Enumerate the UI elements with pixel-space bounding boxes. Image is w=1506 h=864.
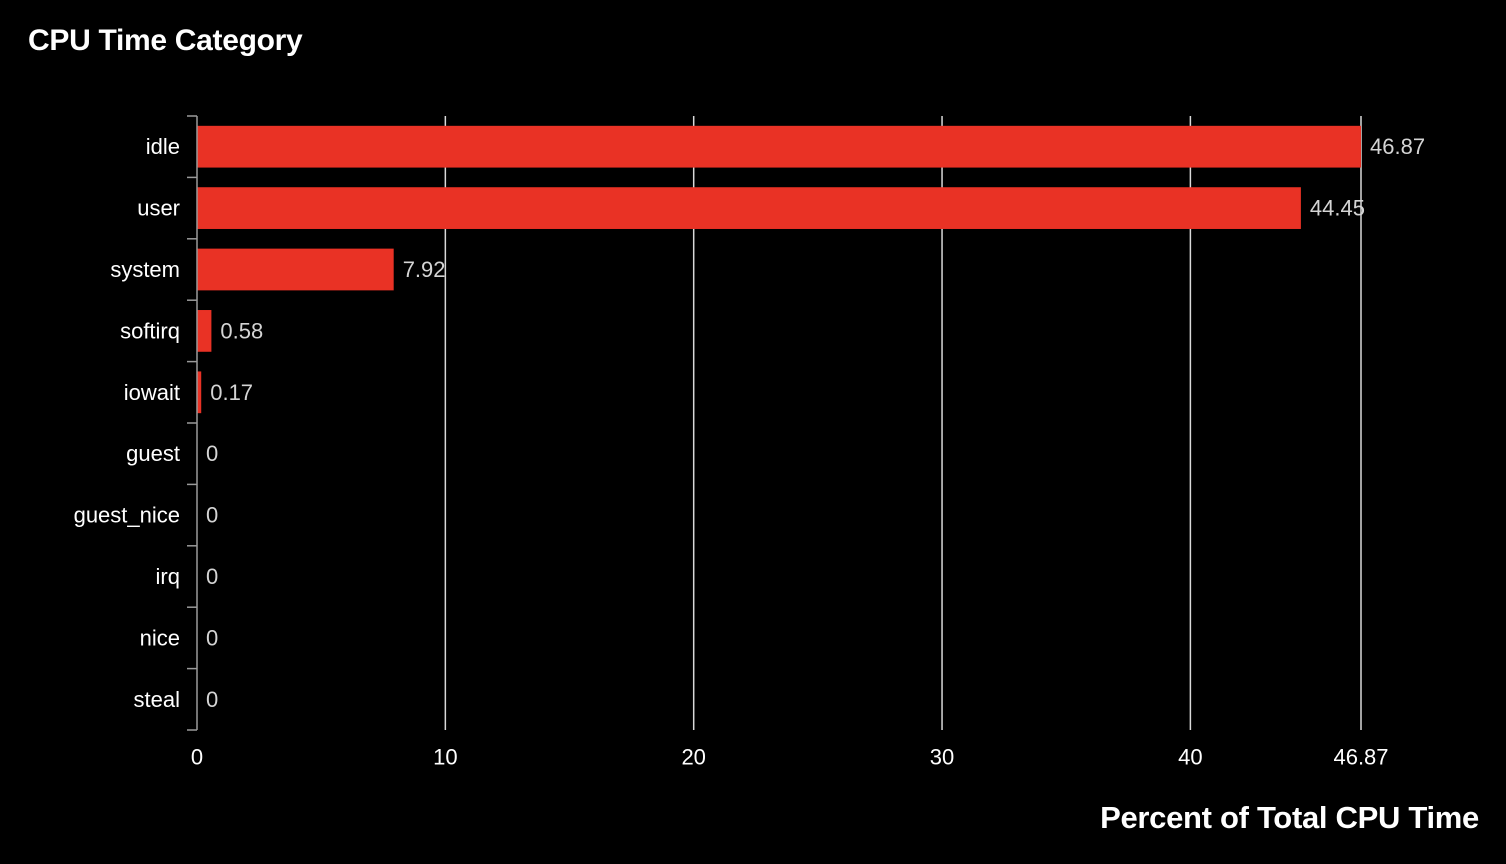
category-label: softirq: [120, 318, 180, 343]
y-tick-labels: idle user system softirq iowait guest guest_ni…: [74, 134, 180, 712]
y-axis: [187, 115, 198, 731]
category-label: steal: [134, 687, 180, 712]
category-label: irq: [156, 564, 180, 589]
bar-system: [197, 248, 394, 291]
bar-user: [197, 187, 1301, 229]
x-tick-labels: 0 10 20 30 40 46.87: [191, 745, 1389, 770]
category-label: user: [137, 196, 180, 221]
value-label: 0.58: [220, 318, 263, 343]
value-label: 0: [206, 441, 218, 466]
bar-softirq: [197, 310, 212, 352]
category-label: guest_nice: [74, 503, 180, 528]
x-tick-label: 20: [681, 745, 705, 770]
value-label: 0: [206, 564, 218, 589]
x-tick-label: 46.87: [1333, 745, 1388, 770]
value-label: 0: [206, 625, 218, 650]
value-labels: 46.87 44.45 7.92 0.58 0.17 0 0 0 0 0: [206, 134, 1425, 712]
x-tick-label: 30: [930, 745, 954, 770]
value-label: 46.87: [1370, 134, 1425, 159]
category-label: system: [110, 257, 180, 282]
x-tick-label: 0: [191, 745, 203, 770]
bars: [197, 125, 1361, 414]
value-label: 0: [206, 503, 218, 528]
category-label: idle: [146, 134, 180, 159]
category-label: nice: [140, 625, 180, 650]
x-tick-label: 10: [433, 745, 457, 770]
chart-title: CPU Time Category: [28, 24, 303, 57]
bar-idle: [197, 125, 1361, 168]
value-label: 0: [206, 687, 218, 712]
x-axis-title: Percent of Total CPU Time: [1100, 800, 1479, 835]
bar-iowait: [197, 371, 202, 414]
category-label: iowait: [124, 380, 180, 405]
value-label: 7.92: [403, 257, 446, 282]
category-label: guest: [126, 441, 180, 466]
value-label: 0.17: [210, 380, 253, 405]
value-label: 44.45: [1310, 196, 1365, 221]
x-tick-label: 40: [1178, 745, 1202, 770]
